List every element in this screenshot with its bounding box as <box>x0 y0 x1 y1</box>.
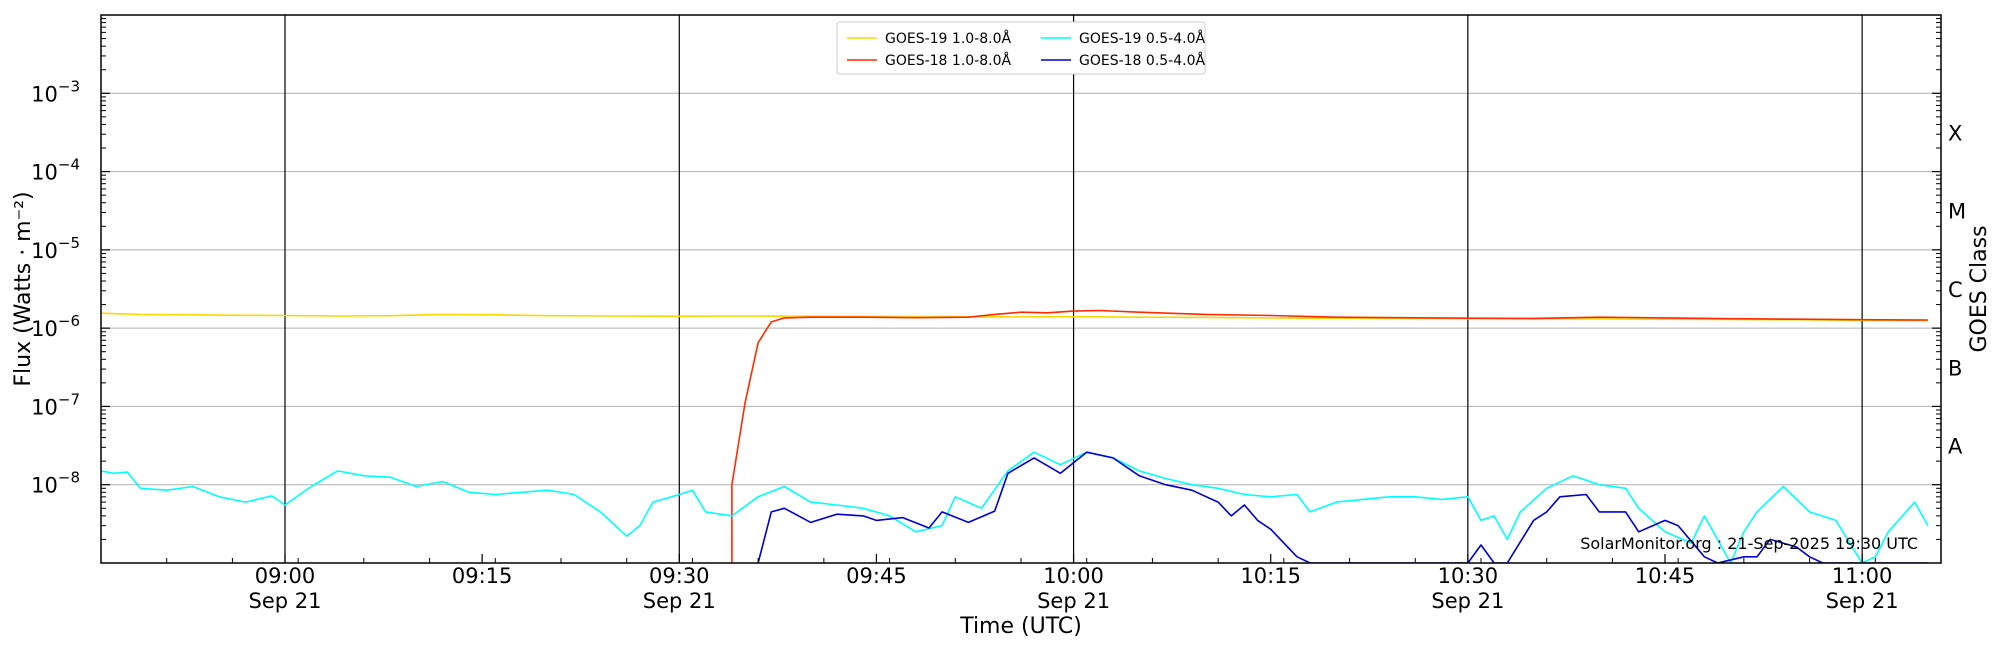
x-tick-label: 09:30 <box>649 564 710 588</box>
y-axis-title: Flux (Watts · m⁻²) <box>11 191 36 386</box>
x-tick-label: 09:15 <box>452 564 513 588</box>
y-tick-label: 10−8 <box>31 469 80 498</box>
x-tick-label: 10:15 <box>1240 564 1301 588</box>
legend-frame <box>836 21 1206 75</box>
x-tick-label: 09:45 <box>846 564 907 588</box>
x-tick-label: 11:00 <box>1832 564 1893 588</box>
vertical-day-lines <box>284 15 1863 563</box>
horizontal-gridlines <box>101 92 1941 486</box>
x-tick-date-label: Sep 21 <box>643 589 716 613</box>
credit-annotation: SolarMonitor.org : 21-Sep-2025 19:30 UTC <box>1580 534 1918 553</box>
x-tick-label: 10:45 <box>1635 564 1696 588</box>
y-tick-exponent: −3 <box>58 77 80 95</box>
y-tick-exponent: −4 <box>58 156 80 174</box>
goes-class-m: M <box>1948 200 1966 224</box>
legend-label-4: GOES-18 0.5-4.0Å <box>1079 52 1205 69</box>
legend-label-2: GOES-18 1.0-8.0Å <box>885 52 1011 69</box>
x-axis-title: Time (UTC) <box>959 614 1082 639</box>
x-tick-label: 09:00 <box>255 564 316 588</box>
goes-class-a: A <box>1948 435 1963 459</box>
x-tick-date-label: Sep 21 <box>1037 589 1110 613</box>
series-line-4 <box>757 451 1928 563</box>
y-tick-labels: 10−310−410−510−610−710−8 <box>31 77 80 497</box>
goes-class-labels: X M C B A <box>1948 121 1966 458</box>
y-tick-exponent: −5 <box>58 234 80 252</box>
x-tick-label: 10:30 <box>1438 564 1499 588</box>
series-lines <box>101 309 1929 563</box>
y-tick-label: 10−4 <box>31 156 80 185</box>
y-tick-label: 10−7 <box>31 390 80 419</box>
goes-class-c: C <box>1948 278 1963 302</box>
goes-class-x: X <box>1948 121 1962 145</box>
legend-label-3: GOES-19 0.5-4.0Å <box>1079 30 1205 47</box>
x-tick-date-label: Sep 21 <box>249 589 322 613</box>
y-tick-exponent: −8 <box>58 469 80 487</box>
x-tick-label: 10:00 <box>1043 564 1104 588</box>
legend-label-1: GOES-19 1.0-8.0Å <box>885 30 1011 47</box>
x-tick-date-label: Sep 21 <box>1826 589 1899 613</box>
y-tick-exponent: −6 <box>58 312 80 330</box>
goes-class-b: B <box>1948 356 1962 380</box>
axis-ticks <box>100 18 1942 563</box>
legend: GOES-19 1.0-8.0Å GOES-18 1.0-8.0Å GOES-19 … <box>836 21 1206 75</box>
x-tick-date-label: Sep 21 <box>1431 589 1504 613</box>
series-line-2 <box>731 309 1928 563</box>
y-tick-exponent: −7 <box>58 390 80 408</box>
right-axis-title: GOES Class <box>1967 225 1992 352</box>
